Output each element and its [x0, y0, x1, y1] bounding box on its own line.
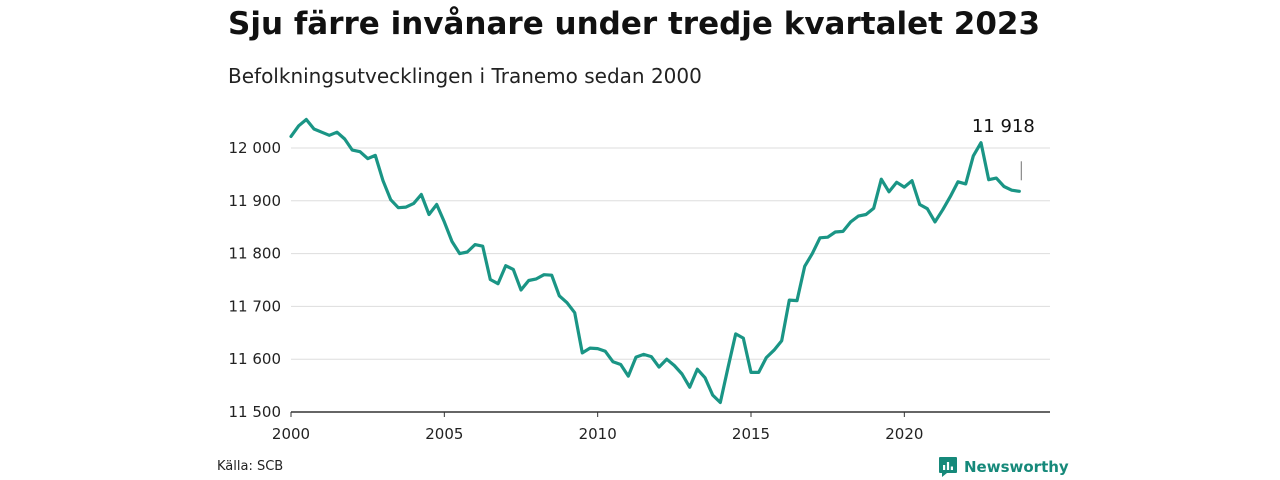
chart-title: Sju färre invånare under tredje kvartale…	[228, 6, 1041, 42]
x-tick-label: 2000	[272, 425, 310, 443]
y-tick-label: 11 700	[229, 297, 282, 315]
x-tick-label: 2010	[579, 425, 617, 443]
source-label: Källa: SCB	[217, 459, 284, 474]
x-tick-label: 2015	[732, 425, 770, 443]
series-line	[289, 117, 1021, 405]
chart-bubble-icon	[939, 457, 957, 477]
y-tick-label: 11 800	[229, 245, 282, 263]
chart-subtitle: Befolkningsutvecklingen i Tranemo sedan …	[228, 64, 702, 88]
y-tick-label: 11 600	[229, 350, 282, 368]
brand-name: Newsworthy	[964, 458, 1069, 476]
x-tick-label: 2020	[885, 425, 923, 443]
y-tick-label: 11 500	[229, 403, 282, 421]
y-tick-label: 12 000	[229, 139, 282, 157]
newsworthy-logo[interactable]: Newsworthy	[938, 456, 1069, 478]
x-tick-label: 2005	[425, 425, 463, 443]
y-tick-label: 11 900	[229, 192, 282, 210]
annotation-label: 11 918	[972, 116, 1035, 137]
